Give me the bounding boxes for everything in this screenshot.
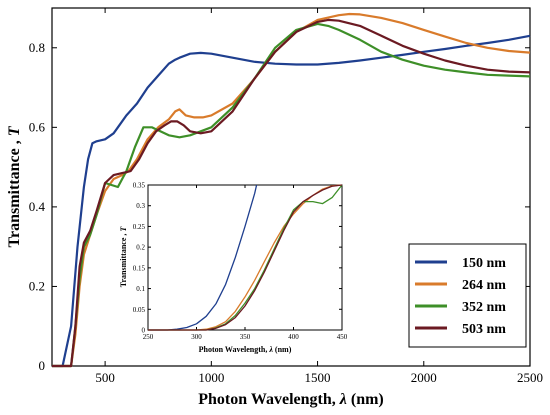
inset-background (145, 185, 345, 345)
x-tick-label: 2000 (411, 370, 437, 385)
legend-entries: 150 nm 264 nm 352 nm 503 nm (415, 256, 506, 337)
y-tick-label: 0.1 (136, 285, 145, 293)
main-plot-series (52, 12, 531, 368)
legend-label: 150 nm (462, 256, 506, 271)
series-line-503-nm (52, 18, 531, 368)
inset-plot-series (148, 184, 343, 331)
y-tick-label: 0.35 (133, 182, 146, 190)
y-tick-label: 0.2 (136, 244, 145, 252)
main-y-axis-label: Transmittance , T (6, 125, 23, 247)
x-tick-label: 500 (95, 370, 115, 385)
y-tick-label: 0.05 (133, 306, 146, 314)
inset-axis-ticks: 250 300 350 400 450 0 0.05 0.1 0.15 0.2 0.25 0.3 0.3… (133, 182, 348, 342)
y-tick-label: 0 (142, 327, 146, 335)
x-tick-label: 250 (143, 333, 154, 341)
series-line-150-nm (148, 184, 258, 331)
x-tick-label: 2500 (517, 370, 543, 385)
legend-label: 503 nm (462, 322, 506, 337)
series-line-503-nm (148, 184, 343, 331)
y-tick-label: 0.25 (133, 223, 146, 231)
x-tick-label: 450 (337, 333, 348, 341)
x-tick-label: 400 (288, 333, 299, 341)
legend-label: 264 nm (462, 278, 506, 293)
y-tick-label: 0.2 (29, 278, 45, 293)
legend: 150 nm 264 nm 352 nm 503 nm (408, 243, 527, 348)
x-tick-label: 350 (240, 333, 251, 341)
x-tick-label: 1000 (198, 370, 224, 385)
y-tick-label: 0 (39, 358, 46, 373)
x-tick-label: 300 (191, 333, 202, 341)
y-tick-label: 0.4 (29, 199, 46, 214)
legend-label: 352 nm (462, 300, 506, 315)
series-line-352-nm (52, 22, 531, 368)
inset-x-axis-label: Photon Wavelength, λ (nm) (199, 345, 292, 354)
series-line-150-nm (52, 34, 531, 368)
y-tick-label: 0.15 (133, 264, 146, 272)
main-plot-frame (51, 7, 531, 367)
x-tick-label: 1500 (305, 370, 331, 385)
y-tick-label: 0.6 (29, 119, 46, 134)
inset-y-axis-label: Transmittance , T (119, 226, 128, 288)
y-tick-label: 0.8 (29, 40, 45, 55)
y-tick-label: 0.3 (136, 202, 145, 210)
main-x-axis-label: Photon Wavelength, λ (nm) (198, 391, 384, 408)
